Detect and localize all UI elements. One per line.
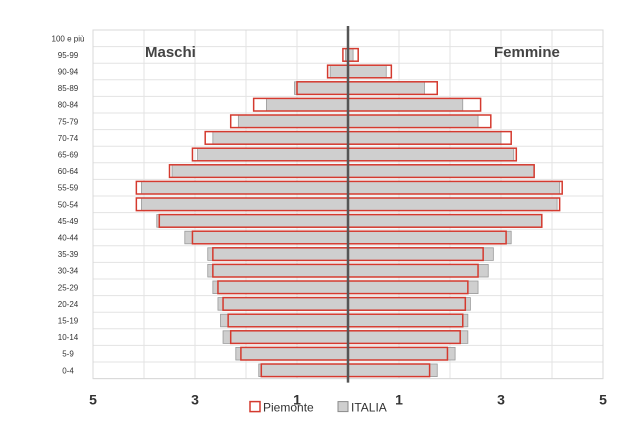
bar-italia-female	[347, 147, 515, 162]
bar-italia-male	[235, 346, 349, 361]
bar-italia-female	[347, 263, 489, 278]
legend-label-piemonte: Piemonte	[263, 401, 314, 415]
age-tick-label: 95-99	[58, 51, 79, 60]
age-tick-label: 30-34	[58, 267, 79, 276]
age-tick-label: 45-49	[58, 217, 79, 226]
left-side-title: Maschi	[145, 44, 196, 61]
bar-italia-female	[347, 280, 479, 295]
age-tick-label: 0-4	[62, 366, 74, 375]
age-tick-label: 80-84	[58, 101, 79, 110]
bar-italia-female	[347, 230, 512, 245]
bar-italia-male	[207, 263, 349, 278]
bar-italia-male	[258, 363, 349, 378]
bar-italia-female	[347, 330, 469, 344]
bar-italia-male	[217, 297, 349, 311]
bar-italia-male	[197, 147, 349, 162]
bars-layer	[135, 47, 563, 378]
age-tick-label: 100 e più	[52, 34, 85, 43]
bar-italia-male	[294, 81, 349, 95]
legend-swatch-piemonte	[249, 400, 261, 413]
bar-italia-female	[347, 197, 558, 212]
age-tick-label: 60-64	[58, 167, 79, 176]
age-tick-label: 25-29	[58, 283, 79, 292]
bar-italia-female	[347, 98, 464, 112]
bar-italia-male	[207, 247, 349, 261]
x-tick-label: 5	[599, 392, 607, 408]
bar-italia-male	[141, 197, 349, 212]
age-tick-label: 50-54	[58, 200, 79, 209]
bar-italia-male	[212, 131, 349, 145]
age-tick-labels: 100 e più 95-99 90-94 85-89 80-84 75-79 70-74 6…	[52, 34, 85, 375]
age-tick-label: 15-19	[58, 317, 79, 326]
bar-italia-male	[141, 180, 349, 195]
age-tick-label: 65-69	[58, 151, 79, 160]
x-tick-label: 3	[191, 392, 199, 408]
age-tick-label: 35-39	[58, 250, 79, 259]
x-tick-label: 1	[293, 392, 301, 408]
age-tick-label: 40-44	[58, 234, 79, 243]
legend-label-italia: ITALIA	[351, 401, 387, 415]
bar-italia-female	[347, 64, 387, 79]
bar-italia-male	[220, 313, 349, 328]
legend-swatch-italia	[337, 401, 349, 413]
x-tick-label: 1	[395, 392, 403, 408]
bar-italia-male	[329, 64, 349, 79]
bar-italia-male	[265, 98, 349, 112]
age-tick-label: 20-24	[58, 300, 79, 309]
age-tick-label: 85-89	[58, 84, 79, 93]
bar-italia-female	[347, 214, 543, 228]
bar-italia-female	[347, 81, 425, 95]
legend: Piemonte ITALIA	[249, 400, 387, 415]
bar-italia-male	[212, 280, 349, 295]
bar-italia-female	[347, 346, 456, 361]
age-tick-label: 55-59	[58, 184, 79, 193]
bar-italia-male	[171, 164, 349, 178]
bar-italia-female	[347, 164, 535, 178]
age-tick-label: 90-94	[58, 68, 79, 77]
bar-italia-female	[347, 313, 469, 328]
right-side-title: Femmine	[494, 44, 560, 61]
bar-italia-female	[347, 297, 471, 311]
age-tick-label: 70-74	[58, 134, 79, 143]
x-tick-label: 3	[497, 392, 505, 408]
bar-italia-female	[347, 114, 479, 129]
bar-italia-female	[347, 363, 438, 378]
x-tick-labels: 5 3 1 1 3 5	[89, 392, 607, 408]
bar-italia-male	[156, 214, 349, 228]
bar-italia-female	[347, 180, 561, 195]
bar-italia-female	[347, 131, 502, 145]
bar-italia-male	[184, 230, 349, 245]
age-tick-label: 10-14	[58, 333, 79, 342]
x-tick-label: 5	[89, 392, 97, 408]
bar-italia-male	[237, 114, 349, 129]
age-tick-label: 5-9	[62, 350, 74, 359]
bar-italia-male	[222, 330, 349, 344]
bar-italia-female	[347, 247, 494, 261]
age-tick-label: 75-79	[58, 117, 79, 126]
